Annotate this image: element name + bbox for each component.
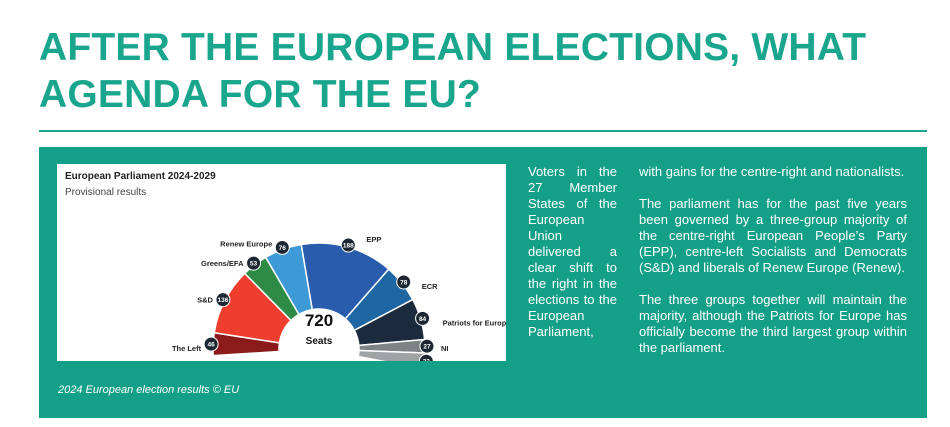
value-label: 136 <box>217 297 228 304</box>
paragraph-3: The three groups together will maintain … <box>639 292 907 355</box>
paragraph-1: with gains for the centre-right and nati… <box>639 164 905 179</box>
content-panel: European Parliament 2024-2029 Provisiona… <box>39 147 927 418</box>
value-bubble-others <box>418 353 434 361</box>
group-label-epp: EPP <box>366 235 381 244</box>
value-label: 78 <box>400 280 408 287</box>
slice-others <box>357 349 426 361</box>
value-bubble-ecr <box>396 274 412 290</box>
group-label-renew-europe: Renew Europe <box>220 239 272 248</box>
value-bubble-s-d <box>215 292 231 308</box>
parliament-hemicycle-svg: European Parliament 2024-2029 Provisiona… <box>65 171 506 361</box>
image-caption: 2024 European election results © EU <box>58 384 240 396</box>
value-label: 188 <box>343 243 354 250</box>
value-label: 27 <box>423 344 431 351</box>
parliament-chart: European Parliament 2024-2029 Provisiona… <box>57 164 506 361</box>
total-seats-label: Seats <box>306 336 333 347</box>
title-divider <box>39 130 927 132</box>
value-label: 53 <box>250 261 258 268</box>
value-bubble-greens-efa <box>246 255 262 271</box>
value-label: 84 <box>419 316 427 323</box>
group-label-patriots-for-europe: Patriots for Europe <box>443 318 506 327</box>
total-seats-value: 720 <box>305 311 333 330</box>
value-label: 76 <box>279 245 287 252</box>
value-bubble-epp <box>340 237 356 253</box>
page-title: AFTER THE EUROPEAN ELECTIONS, WHAT AGEND… <box>39 26 867 116</box>
group-label-ecr: ECR <box>422 282 438 291</box>
chart-title: European Parliament 2024-2029 <box>65 171 216 182</box>
value-label: 46 <box>207 342 215 349</box>
group-label-ni: NI <box>441 344 449 353</box>
value-bubble-patriots-for-europe <box>415 310 431 326</box>
value-label: 32 <box>423 359 431 361</box>
group-label-the-left: The Left <box>172 344 202 353</box>
value-bubble-ni <box>419 338 435 354</box>
group-label-greens-efa: Greens/EFA <box>201 259 244 268</box>
article-column-1: Voters in the 27 Member States of the Eu… <box>528 164 617 339</box>
paragraph-2: The parliament has for the past five yea… <box>639 196 907 275</box>
value-bubble-the-left <box>203 336 219 352</box>
article-column-2: with gains for the centre-right and nati… <box>639 164 907 372</box>
value-bubble-renew-europe <box>274 239 290 255</box>
group-label-s-d: S&D <box>197 296 213 305</box>
chart-subtitle: Provisional results <box>65 187 146 198</box>
